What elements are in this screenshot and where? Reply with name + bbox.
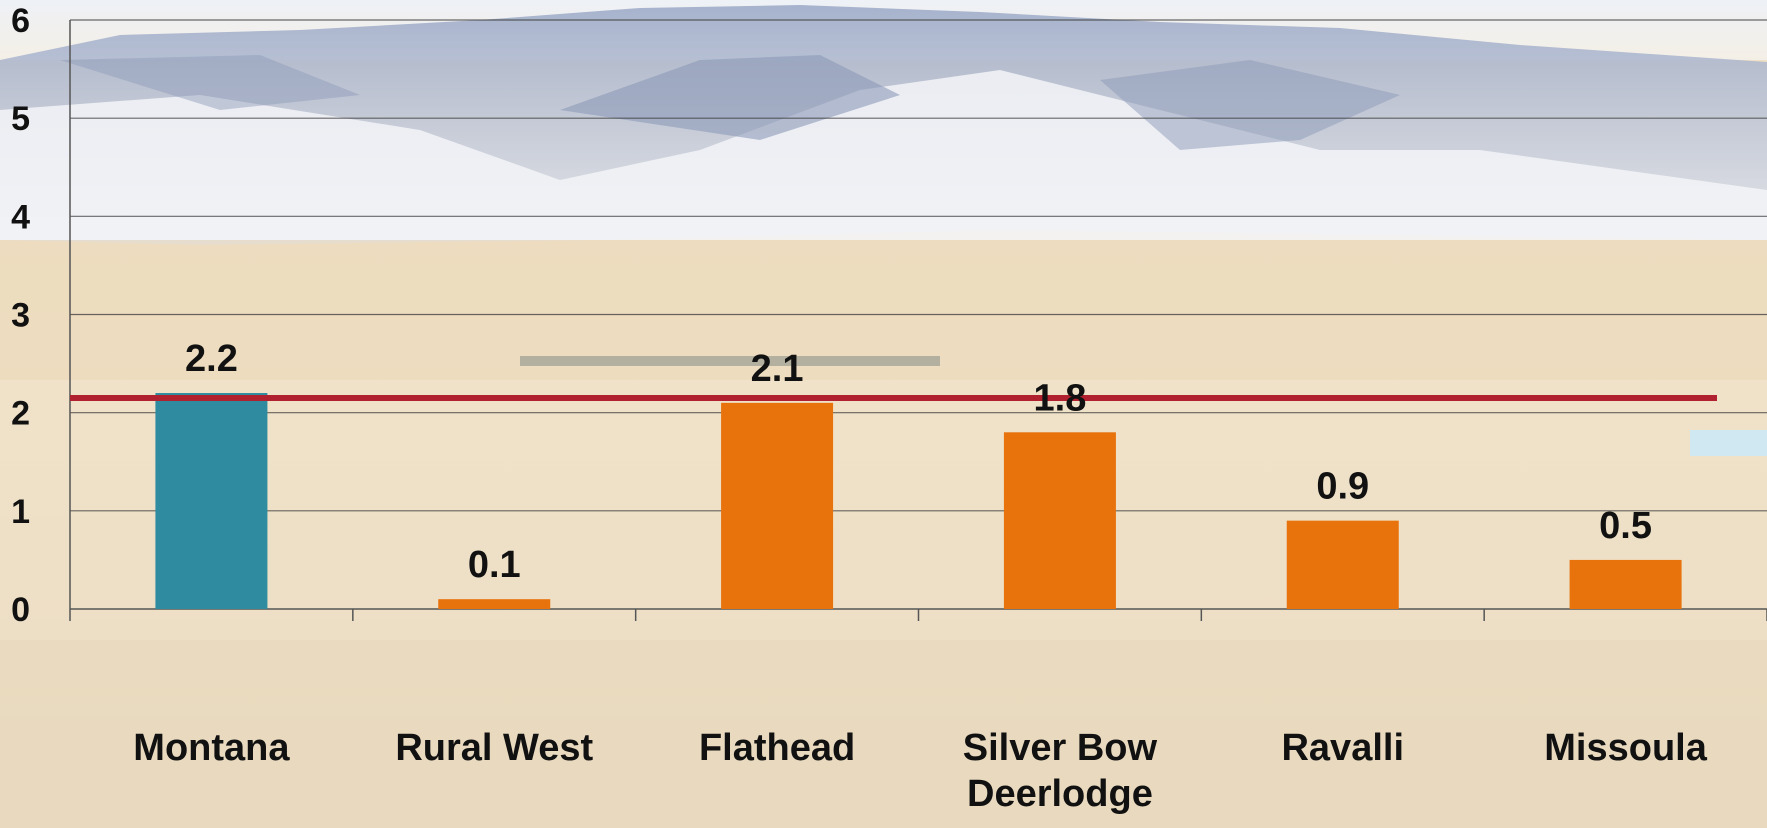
- x-category-label: Ravalli: [1281, 727, 1404, 769]
- data-labels: 2.2 0.1 2.1 1.8 0.9 0.5: [185, 338, 1652, 586]
- x-category-line: Deerlodge: [967, 773, 1153, 815]
- y-tick-label: 0: [11, 591, 30, 629]
- gridlines: [70, 19, 1767, 512]
- x-category-label: Flathead: [699, 727, 855, 769]
- data-label: 0.5: [1599, 505, 1652, 547]
- bar: [438, 599, 551, 609]
- y-tick-label: 2: [11, 395, 30, 433]
- data-label: 0.9: [1316, 466, 1369, 508]
- data-label: 2.1: [751, 348, 804, 390]
- bars: [155, 393, 1682, 609]
- x-category-line: Flathead: [699, 727, 855, 769]
- y-axis-ticks: 0 1 2 3 4 5 6: [11, 2, 30, 629]
- y-tick-label: 3: [11, 297, 30, 335]
- x-category-label: Silver Bow Deerlodge: [963, 727, 1158, 815]
- data-label: 2.2: [185, 338, 238, 380]
- bar: [1003, 432, 1116, 609]
- x-category-line: Rural West: [395, 727, 593, 769]
- data-label: 0.1: [468, 544, 521, 586]
- x-category-label: Montana: [133, 727, 290, 769]
- data-label: 1.8: [1034, 377, 1087, 419]
- x-category-line: Montana: [133, 727, 290, 769]
- x-category-label: Missoula: [1544, 727, 1707, 769]
- axes: [69, 20, 1767, 621]
- x-category-line: Missoula: [1544, 727, 1707, 769]
- x-category-line: Ravalli: [1281, 727, 1404, 769]
- bar: [1286, 520, 1399, 609]
- y-tick-label: 6: [11, 2, 30, 40]
- x-category-line: Silver Bow: [963, 727, 1158, 769]
- y-tick-label: 5: [11, 100, 30, 138]
- y-tick-label: 4: [11, 198, 30, 236]
- y-tick-label: 1: [11, 493, 30, 531]
- bar: [721, 402, 834, 609]
- bar: [155, 393, 268, 609]
- x-category-label: Rural West: [395, 727, 593, 769]
- bar: [1569, 559, 1682, 609]
- x-axis-categories: Montana Rural West Flathead Silver Bow Deerl…: [133, 727, 1707, 815]
